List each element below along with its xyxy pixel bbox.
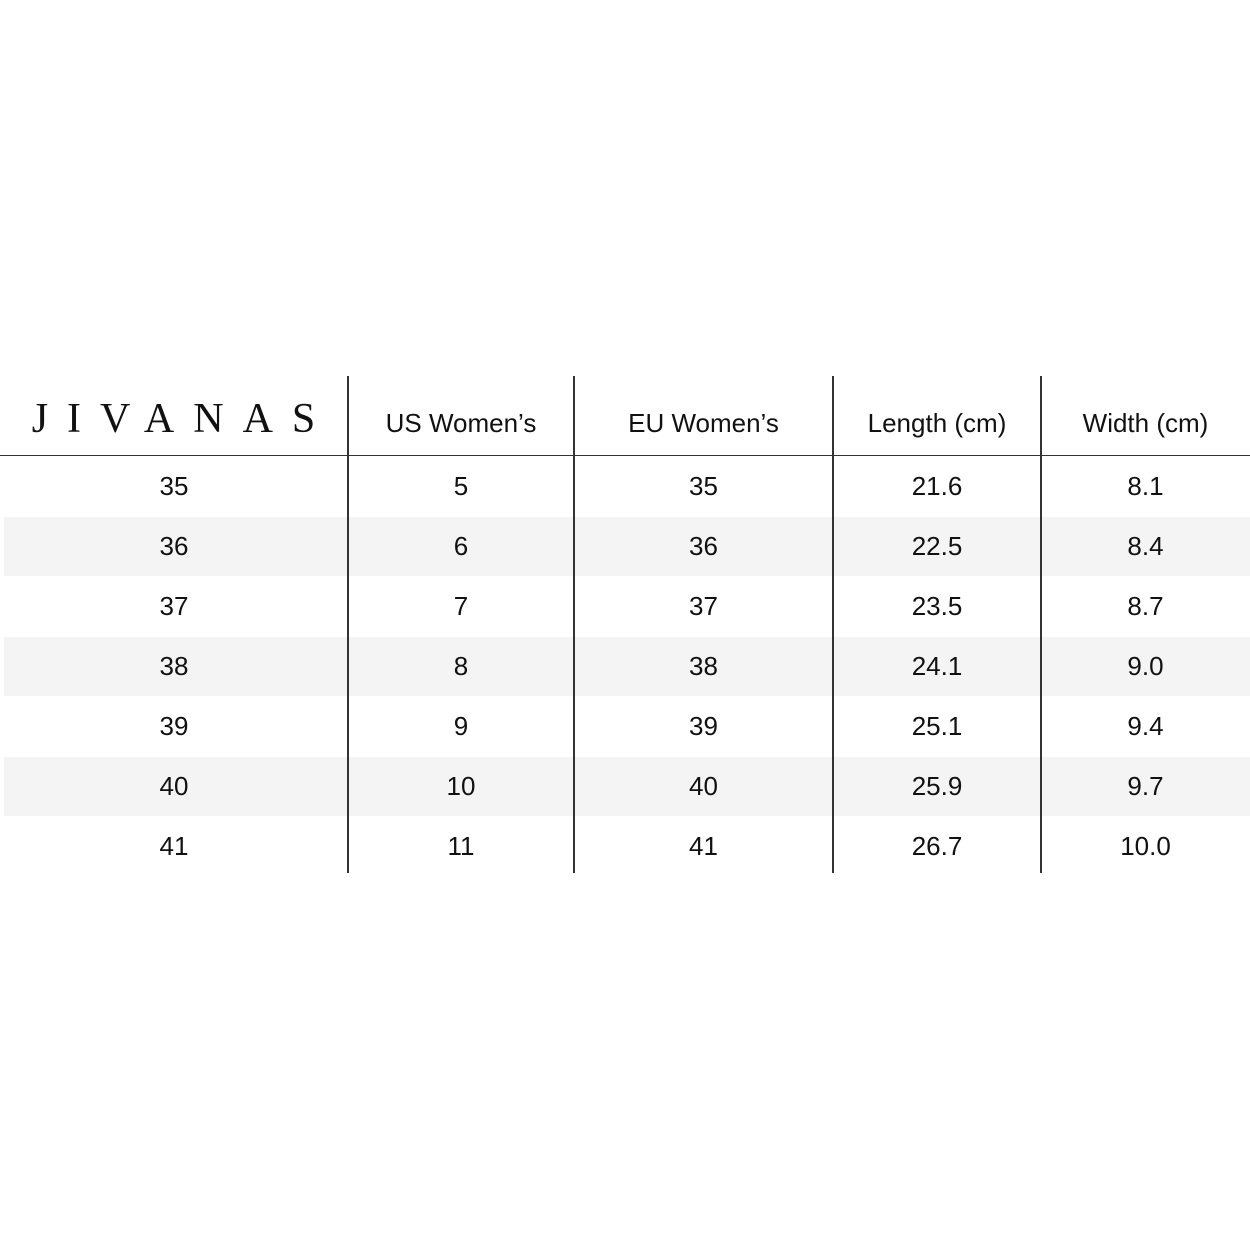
table-cell: 9.0 bbox=[1127, 650, 1164, 681]
table-row: 37 7 37 23.5 8.7 bbox=[0, 576, 1250, 636]
table-cell: 41 bbox=[689, 830, 718, 861]
table-cell: 8 bbox=[453, 650, 469, 681]
table-row: 41 11 41 26.7 10.0 bbox=[0, 816, 1250, 876]
table-cell: 36 bbox=[689, 530, 718, 561]
table-cell: 37 bbox=[159, 590, 189, 621]
header-length: Length (cm) bbox=[867, 408, 1007, 438]
column-divider bbox=[1040, 376, 1042, 873]
table-cell: 7 bbox=[453, 590, 469, 621]
table-row: 35 5 35 21.6 8.1 bbox=[0, 456, 1250, 516]
table-cell: 23.5 bbox=[911, 590, 963, 621]
table-cell: 38 bbox=[689, 650, 718, 681]
table-cell: 39 bbox=[159, 710, 189, 741]
table-cell: 8.7 bbox=[1127, 590, 1164, 621]
table-cell: 21.6 bbox=[911, 470, 963, 501]
table-cell: 9 bbox=[453, 710, 469, 741]
table-cell: 35 bbox=[159, 470, 189, 501]
table-cell: 10.0 bbox=[1120, 830, 1171, 861]
table-row: 36 6 36 22.5 8.4 bbox=[0, 516, 1250, 576]
table-cell: 38 bbox=[159, 650, 189, 681]
table-cell: 35 bbox=[689, 470, 718, 501]
table-cell: 40 bbox=[159, 770, 189, 801]
table-cell: 26.7 bbox=[911, 830, 963, 861]
column-divider bbox=[573, 376, 575, 873]
size-chart-table: JIVANAS US Women’s EU Women’s Length (cm… bbox=[0, 376, 1250, 876]
table-cell: 9.4 bbox=[1127, 710, 1164, 741]
table-cell: 22.5 bbox=[911, 530, 963, 561]
table-cell: 9.7 bbox=[1127, 770, 1164, 801]
header-us-womens: US Women’s bbox=[385, 408, 537, 438]
column-divider bbox=[832, 376, 834, 873]
table-cell: 37 bbox=[689, 590, 718, 621]
table-row: 38 8 38 24.1 9.0 bbox=[0, 636, 1250, 696]
table-cell: 36 bbox=[159, 530, 189, 561]
table-cell: 10 bbox=[446, 770, 476, 801]
brand-logo: JIVANAS bbox=[31, 396, 335, 442]
table-cell: 25.1 bbox=[911, 710, 963, 741]
table-cell: 11 bbox=[447, 830, 475, 861]
table-cell: 6 bbox=[453, 530, 469, 561]
column-divider bbox=[347, 376, 349, 873]
table-cell: 40 bbox=[689, 770, 718, 801]
table-cell: 25.9 bbox=[911, 770, 963, 801]
table-row: 39 9 39 25.1 9.4 bbox=[0, 696, 1250, 756]
table-cell: 24.1 bbox=[911, 650, 963, 681]
table-cell: 8.1 bbox=[1127, 470, 1164, 501]
table-cell: 41 bbox=[159, 830, 189, 861]
header-row: JIVANAS US Women’s EU Women’s Length (cm… bbox=[0, 376, 1250, 456]
table-cell: 39 bbox=[689, 710, 718, 741]
table-cell: 5 bbox=[453, 470, 469, 501]
header-width: Width (cm) bbox=[1082, 408, 1209, 438]
table-row: 40 10 40 25.9 9.7 bbox=[0, 756, 1250, 816]
table-cell: 8.4 bbox=[1127, 530, 1164, 561]
header-eu-womens: EU Women’s bbox=[628, 408, 779, 438]
